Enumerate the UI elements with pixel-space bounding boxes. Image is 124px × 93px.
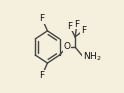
Text: F: F: [81, 26, 86, 35]
Text: F: F: [40, 71, 45, 80]
Text: F: F: [75, 20, 80, 29]
Text: F: F: [40, 14, 45, 23]
Text: O: O: [63, 43, 70, 51]
Text: NH$_2$: NH$_2$: [83, 51, 102, 63]
Text: F: F: [67, 22, 73, 31]
